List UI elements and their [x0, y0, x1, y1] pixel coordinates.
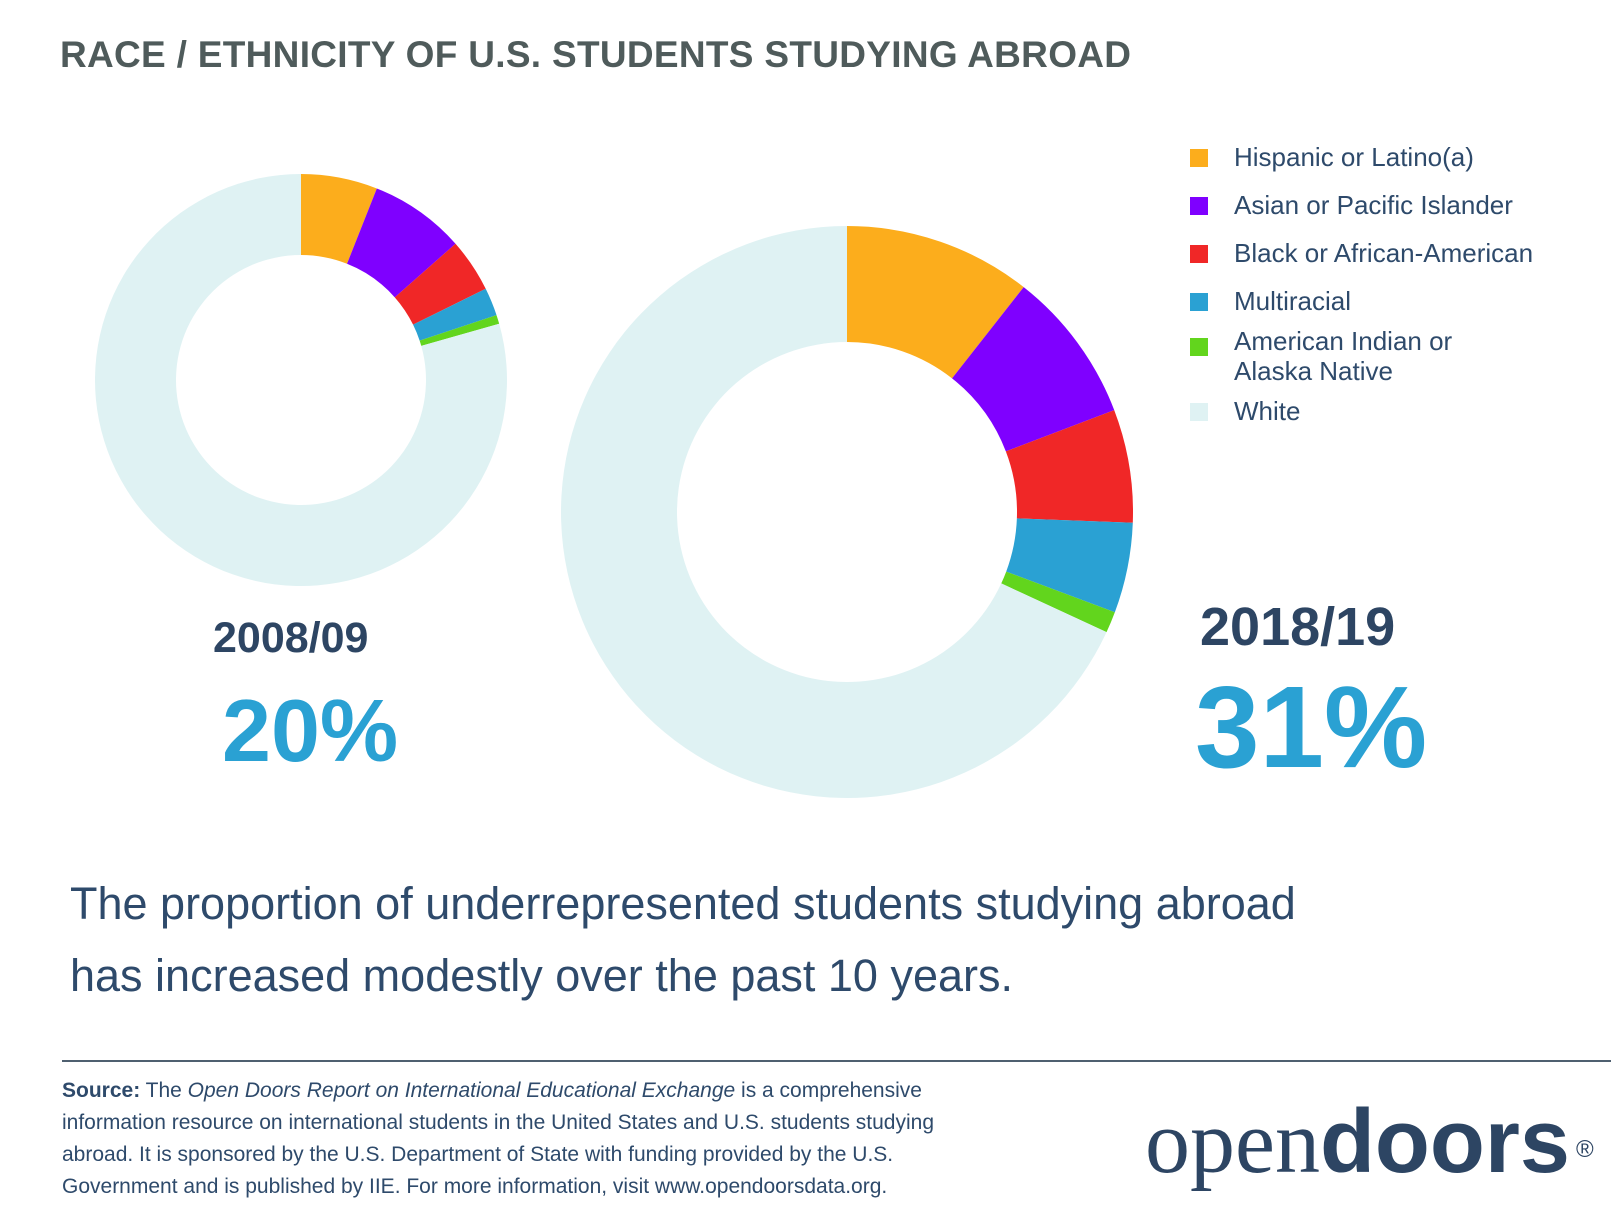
legend-swatch: [1190, 293, 1208, 311]
legend-item-multiracial: Multiracial: [1190, 286, 1533, 316]
donut-chart-2018-19: [561, 226, 1133, 798]
opendoors-logo: opendoors ®: [1145, 1092, 1594, 1193]
donut-slice-hispanic-or-latino-a: [847, 226, 1024, 379]
source-note: Source: The Open Doors Report on Interna…: [62, 1075, 1102, 1203]
legend-item-american-indian: American Indian or Alaska Native: [1190, 326, 1533, 386]
legend-swatch: [1190, 403, 1208, 421]
summary-line: has increased modestly over the past 10 …: [70, 950, 1014, 1001]
legend-item-black: Black or African-American: [1190, 238, 1533, 268]
source-line: Source: The Open Doors Report on Interna…: [62, 1075, 1102, 1107]
donut-slice-multiracial: [413, 288, 497, 341]
source-report-title: Open Doors Report on International Educa…: [187, 1079, 736, 1102]
summary-line: The proportion of underrepresented stude…: [70, 878, 1296, 929]
percent-2018-19: 31%: [1195, 662, 1428, 792]
donut-slice-asian-or-pacific-islander: [347, 188, 456, 298]
year-label-2018-19: 2018/19: [1200, 597, 1396, 657]
legend-swatch: [1190, 245, 1208, 263]
registered-mark: ®: [1575, 1136, 1594, 1163]
donut-slice-american-indian-or-alaska-native: [1001, 571, 1115, 633]
source-text: is a comprehensive: [735, 1079, 922, 1102]
donut-slice-white: [95, 174, 507, 586]
donut-slice-white: [561, 226, 1107, 798]
legend-label: White: [1234, 396, 1301, 426]
donut-slice-black-or-african-american: [394, 243, 486, 325]
legend-label: Hispanic or Latino(a): [1234, 142, 1474, 172]
legend-swatch: [1190, 197, 1208, 215]
source-text: The: [140, 1079, 188, 1102]
legend-swatch: [1190, 338, 1208, 356]
donut-chart-2008-09: [95, 174, 507, 586]
donut-slice-hispanic-or-latino-a: [301, 174, 377, 264]
legend-label: Multiracial: [1234, 286, 1352, 316]
legend-item-asian: Asian or Pacific Islander: [1190, 190, 1533, 220]
divider: [62, 1060, 1611, 1062]
logo-text-doors: doors: [1319, 1092, 1570, 1192]
source-line: abroad. It is sponsored by the U.S. Depa…: [62, 1143, 894, 1166]
source-line: Government and is published by IIE. For …: [62, 1175, 888, 1198]
donut-slice-black-or-african-american: [1005, 410, 1133, 523]
legend-item-hispanic: Hispanic or Latino(a): [1190, 142, 1533, 172]
page-title: RACE / ETHNICITY OF U.S. STUDENTS STUDYI…: [60, 34, 1132, 75]
legend-item-white: White: [1190, 396, 1533, 426]
donut-slice-multiracial: [1006, 518, 1133, 613]
donut-slice-asian-or-pacific-islander: [952, 287, 1115, 452]
legend-label-line1: American Indian or: [1234, 326, 1453, 356]
donut-slice-american-indian-or-alaska-native: [419, 315, 500, 346]
legend-label: Asian or Pacific Islander: [1234, 190, 1513, 220]
source-label: Source:: [62, 1079, 141, 1102]
chart-legend: Hispanic or Latino(a) Asian or Pacific I…: [1190, 142, 1533, 426]
source-line: information resource on international st…: [62, 1111, 935, 1134]
summary-statement: The proportion of underrepresented stude…: [70, 868, 1450, 1012]
year-label-2008-09: 2008/09: [213, 614, 369, 662]
legend-label: Black or African-American: [1234, 238, 1534, 268]
percent-2008-09: 20%: [222, 681, 399, 780]
legend-swatch: [1190, 149, 1208, 167]
logo-text-open: open: [1145, 1093, 1320, 1192]
legend-label-line2: Alaska Native: [1234, 356, 1393, 386]
